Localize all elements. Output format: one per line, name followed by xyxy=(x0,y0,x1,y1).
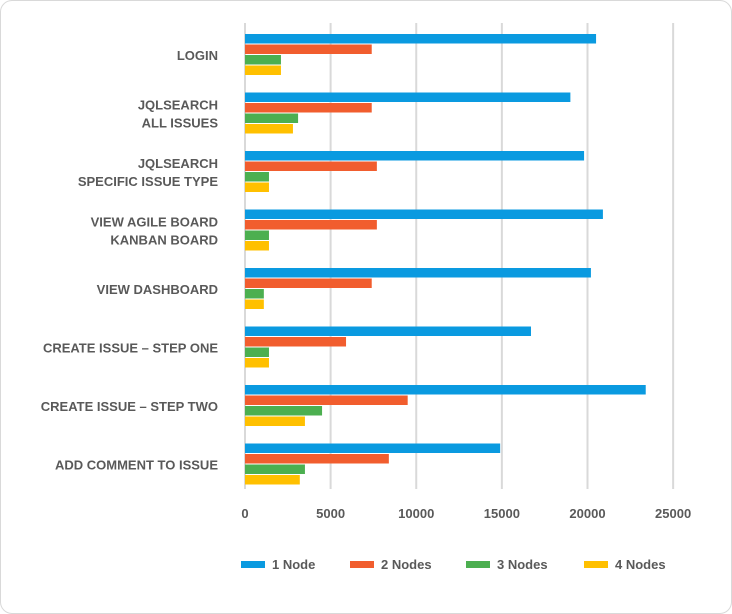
category-label: CREATE ISSUE – STEP TWO xyxy=(41,399,218,414)
bar-4-nodes-login xyxy=(245,65,281,75)
bar-1-node-jqlsearch-all-issues xyxy=(245,92,571,102)
category-label: SPECIFIC ISSUE TYPE xyxy=(78,174,218,189)
x-tick-label: 5000 xyxy=(316,506,345,521)
legend: 1 Node 2 Nodes 3 Nodes 4 Nodes xyxy=(241,557,666,572)
bar-4-nodes-jqlsearch-all-issues xyxy=(245,124,293,134)
bar-2-nodes-create-issue-step-one xyxy=(245,337,347,347)
bar-1-node-create-issue-step-one xyxy=(245,326,531,336)
bar-3-nodes-jqlsearch-specific-issue-type xyxy=(245,172,269,182)
bar-3-nodes-jqlsearch-all-issues xyxy=(245,113,299,123)
bar-4-nodes-create-issue-step-one xyxy=(245,358,269,368)
x-tick-label: 25000 xyxy=(655,506,691,521)
category-label: VIEW DASHBOARD xyxy=(97,282,218,297)
bar-1-node-view-agile-board-kanban-board xyxy=(245,209,603,219)
x-tick-label: 15000 xyxy=(484,506,520,521)
bar-4-nodes-view-dashboard xyxy=(245,299,264,309)
bar-3-nodes-login xyxy=(245,55,281,65)
bar-2-nodes-create-issue-step-two xyxy=(245,395,408,405)
legend-label-3-nodes: 3 Nodes xyxy=(497,557,548,572)
bar-2-nodes-view-dashboard xyxy=(245,278,372,288)
legend-label-1-node: 1 Node xyxy=(272,557,315,572)
bar-1-node-jqlsearch-specific-issue-type xyxy=(245,151,585,161)
legend-swatch-1-node xyxy=(241,561,265,568)
bar-3-nodes-create-issue-step-two xyxy=(245,406,323,416)
legend-label-2-nodes: 2 Nodes xyxy=(381,557,432,572)
legend-swatch-2-nodes xyxy=(350,561,374,568)
bar-4-nodes-create-issue-step-two xyxy=(245,416,305,426)
x-tick-label: 0 xyxy=(241,506,248,521)
x-tick-label: 20000 xyxy=(569,506,605,521)
legend-label-4-nodes: 4 Nodes xyxy=(615,557,666,572)
x-tick-labels: 0 5000 10000 15000 20000 25000 xyxy=(241,506,691,521)
bar-2-nodes-jqlsearch-specific-issue-type xyxy=(245,161,377,171)
bar-3-nodes-add-comment-to-issue xyxy=(245,464,305,474)
category-label: KANBAN BOARD xyxy=(110,233,218,248)
category-labels: LOGIN JQLSEARCH ALL ISSUES JQLSEARCH SPECIFI… xyxy=(41,48,219,473)
category-label: ALL ISSUES xyxy=(142,116,219,131)
bar-2-nodes-login xyxy=(245,44,372,54)
bar-2-nodes-add-comment-to-issue xyxy=(245,454,389,464)
category-label: LOGIN xyxy=(177,48,218,63)
bar-3-nodes-create-issue-step-one xyxy=(245,347,269,357)
legend-swatch-4-nodes xyxy=(584,561,608,568)
category-label: JQLSEARCH xyxy=(138,98,218,113)
bars xyxy=(245,34,646,485)
bar-1-node-create-issue-step-two xyxy=(245,385,646,395)
bar-1-node-view-dashboard xyxy=(245,268,591,278)
bar-3-nodes-view-dashboard xyxy=(245,289,264,299)
bar-1-node-add-comment-to-issue xyxy=(245,443,501,453)
bar-2-nodes-jqlsearch-all-issues xyxy=(245,103,372,113)
x-tick-label: 10000 xyxy=(398,506,434,521)
bar-2-nodes-view-agile-board-kanban-board xyxy=(245,220,377,230)
category-label: CREATE ISSUE – STEP ONE xyxy=(43,341,218,356)
bar-4-nodes-view-agile-board-kanban-board xyxy=(245,241,269,251)
category-label: VIEW AGILE BOARD xyxy=(91,215,218,230)
bar-4-nodes-jqlsearch-specific-issue-type xyxy=(245,182,269,192)
bar-4-nodes-add-comment-to-issue xyxy=(245,475,300,485)
category-label: JQLSEARCH xyxy=(138,156,218,171)
category-label: ADD COMMENT TO ISSUE xyxy=(55,458,218,473)
legend-swatch-3-nodes xyxy=(466,561,490,568)
bar-1-node-login xyxy=(245,34,597,44)
bar-3-nodes-view-agile-board-kanban-board xyxy=(245,230,269,240)
